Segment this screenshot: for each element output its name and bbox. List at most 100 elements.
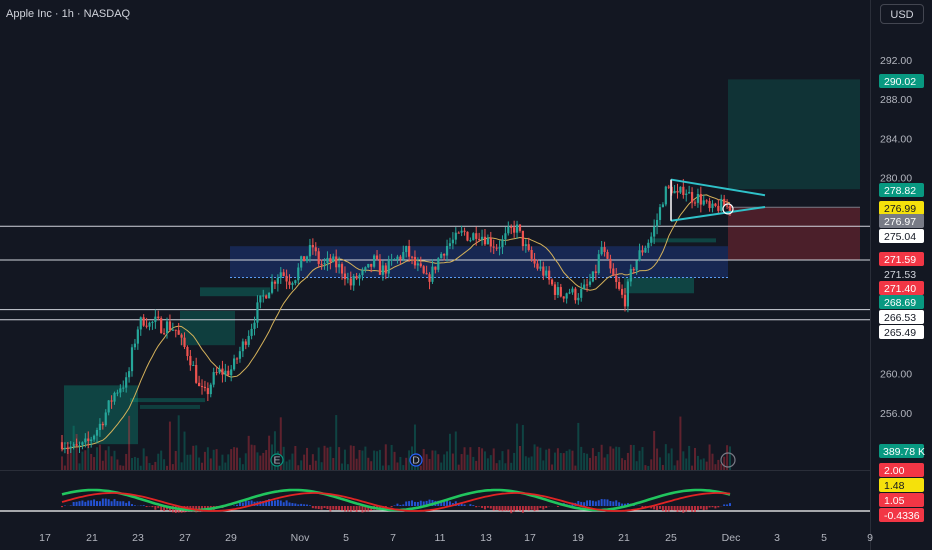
osc-histogram-bar bbox=[390, 506, 393, 508]
candle bbox=[297, 263, 300, 285]
candle bbox=[422, 265, 425, 275]
osc-tag-bg bbox=[879, 478, 924, 492]
osc-histogram-bar bbox=[693, 506, 696, 513]
volume-bar bbox=[664, 444, 667, 470]
candle bbox=[705, 199, 708, 204]
candle-body bbox=[95, 430, 99, 436]
candle bbox=[434, 266, 437, 274]
candle-body bbox=[160, 318, 163, 334]
time-axis[interactable]: 17 21 23 27 29 Nov 5 7 11 13 17 19 21 25 Dec 3 5 9 bbox=[39, 532, 873, 544]
candle bbox=[101, 421, 104, 430]
time-tick-label: 5 bbox=[343, 532, 349, 544]
candle bbox=[635, 260, 638, 275]
osc-tag-label: 1.48 bbox=[884, 480, 905, 492]
candle bbox=[568, 288, 571, 295]
candle-body bbox=[673, 190, 676, 194]
symbol-title: Apple Inc · 1h · NASDAQ bbox=[6, 8, 131, 20]
event-marker-circle bbox=[270, 453, 284, 467]
volume-bar bbox=[393, 451, 396, 470]
price-tag-bg bbox=[879, 267, 924, 281]
candle-body bbox=[597, 254, 600, 274]
candle-body bbox=[122, 387, 125, 389]
volume-bar bbox=[236, 447, 239, 470]
osc-histogram-bar bbox=[122, 501, 125, 506]
candle bbox=[603, 241, 606, 257]
volume-bar bbox=[376, 451, 379, 470]
volume-bar bbox=[696, 455, 699, 470]
volume-bar bbox=[303, 454, 306, 470]
candle-body bbox=[728, 205, 732, 211]
volume-bar bbox=[78, 463, 81, 470]
volume-bar bbox=[355, 458, 358, 470]
volume-bar bbox=[583, 452, 586, 470]
candle-body bbox=[373, 255, 376, 267]
osc-histogram-bar bbox=[556, 506, 559, 507]
osc-histogram-bar bbox=[481, 506, 484, 508]
osc-histogram-bar bbox=[273, 500, 276, 506]
candle bbox=[498, 240, 501, 256]
candle-body bbox=[419, 263, 422, 267]
volume-bar bbox=[253, 445, 256, 470]
osc-histogram-bar bbox=[276, 499, 279, 506]
lightning-icon bbox=[720, 452, 736, 468]
candle-body bbox=[81, 442, 84, 446]
volume-bar bbox=[288, 459, 291, 470]
volume-bar bbox=[422, 449, 425, 470]
osc-histogram-bar bbox=[119, 501, 122, 506]
volume-bar bbox=[533, 444, 536, 470]
candle bbox=[148, 321, 151, 331]
osc-histogram-bar bbox=[708, 506, 711, 508]
price-tick-label: 280.00 bbox=[880, 173, 912, 185]
osc-histogram-bar bbox=[661, 506, 664, 512]
candle-body bbox=[431, 266, 434, 282]
candle-body bbox=[603, 247, 606, 252]
candle-body bbox=[270, 281, 274, 293]
volume-bar bbox=[568, 449, 571, 470]
candle bbox=[317, 248, 320, 268]
event-marker-d: D bbox=[409, 453, 423, 467]
osc-histogram-bar bbox=[125, 502, 128, 506]
volume-bar bbox=[63, 465, 66, 470]
candles bbox=[60, 179, 732, 454]
volume-bar bbox=[431, 450, 434, 470]
osc-tag: 2.00 bbox=[879, 463, 924, 477]
volume-bar bbox=[443, 454, 446, 470]
candle bbox=[580, 282, 583, 302]
candle-body bbox=[405, 246, 408, 253]
volume-bar bbox=[729, 446, 731, 470]
candle bbox=[405, 245, 408, 258]
candle bbox=[288, 274, 291, 289]
osc-histogram-bar bbox=[346, 506, 349, 512]
candle bbox=[253, 316, 256, 336]
candle bbox=[655, 213, 659, 235]
volume-bar bbox=[163, 459, 166, 470]
price-tag-label: 268.69 bbox=[884, 297, 916, 309]
order-block-zones bbox=[64, 79, 860, 445]
candle bbox=[653, 219, 656, 245]
candle bbox=[273, 280, 277, 290]
candle-body bbox=[311, 245, 314, 248]
osc-histogram-bar bbox=[682, 506, 685, 513]
volume-bar bbox=[61, 456, 63, 470]
candle-body bbox=[233, 358, 236, 370]
price-axis[interactable]: 292.00 288.00 284.00 280.00 260.00 256.00 bbox=[880, 55, 912, 420]
event-marker-label: D bbox=[412, 455, 420, 467]
candle-body bbox=[200, 386, 204, 388]
osc-histogram-bar bbox=[297, 504, 300, 506]
volume-bar bbox=[125, 453, 128, 470]
volume-bar bbox=[723, 456, 726, 470]
candle-body bbox=[688, 192, 691, 194]
volume-bar bbox=[717, 459, 720, 470]
candle-body bbox=[486, 237, 489, 245]
candle bbox=[408, 239, 411, 262]
osc-histogram-bar bbox=[714, 506, 717, 509]
volume-bar bbox=[314, 460, 317, 470]
candle-body bbox=[297, 267, 300, 281]
candle-body bbox=[483, 236, 487, 245]
candle-body bbox=[460, 230, 463, 233]
volume-bar bbox=[335, 415, 338, 470]
volume-bar bbox=[425, 454, 428, 470]
currency-button[interactable]: USD bbox=[880, 4, 924, 24]
price-tick-label: 292.00 bbox=[880, 55, 912, 67]
